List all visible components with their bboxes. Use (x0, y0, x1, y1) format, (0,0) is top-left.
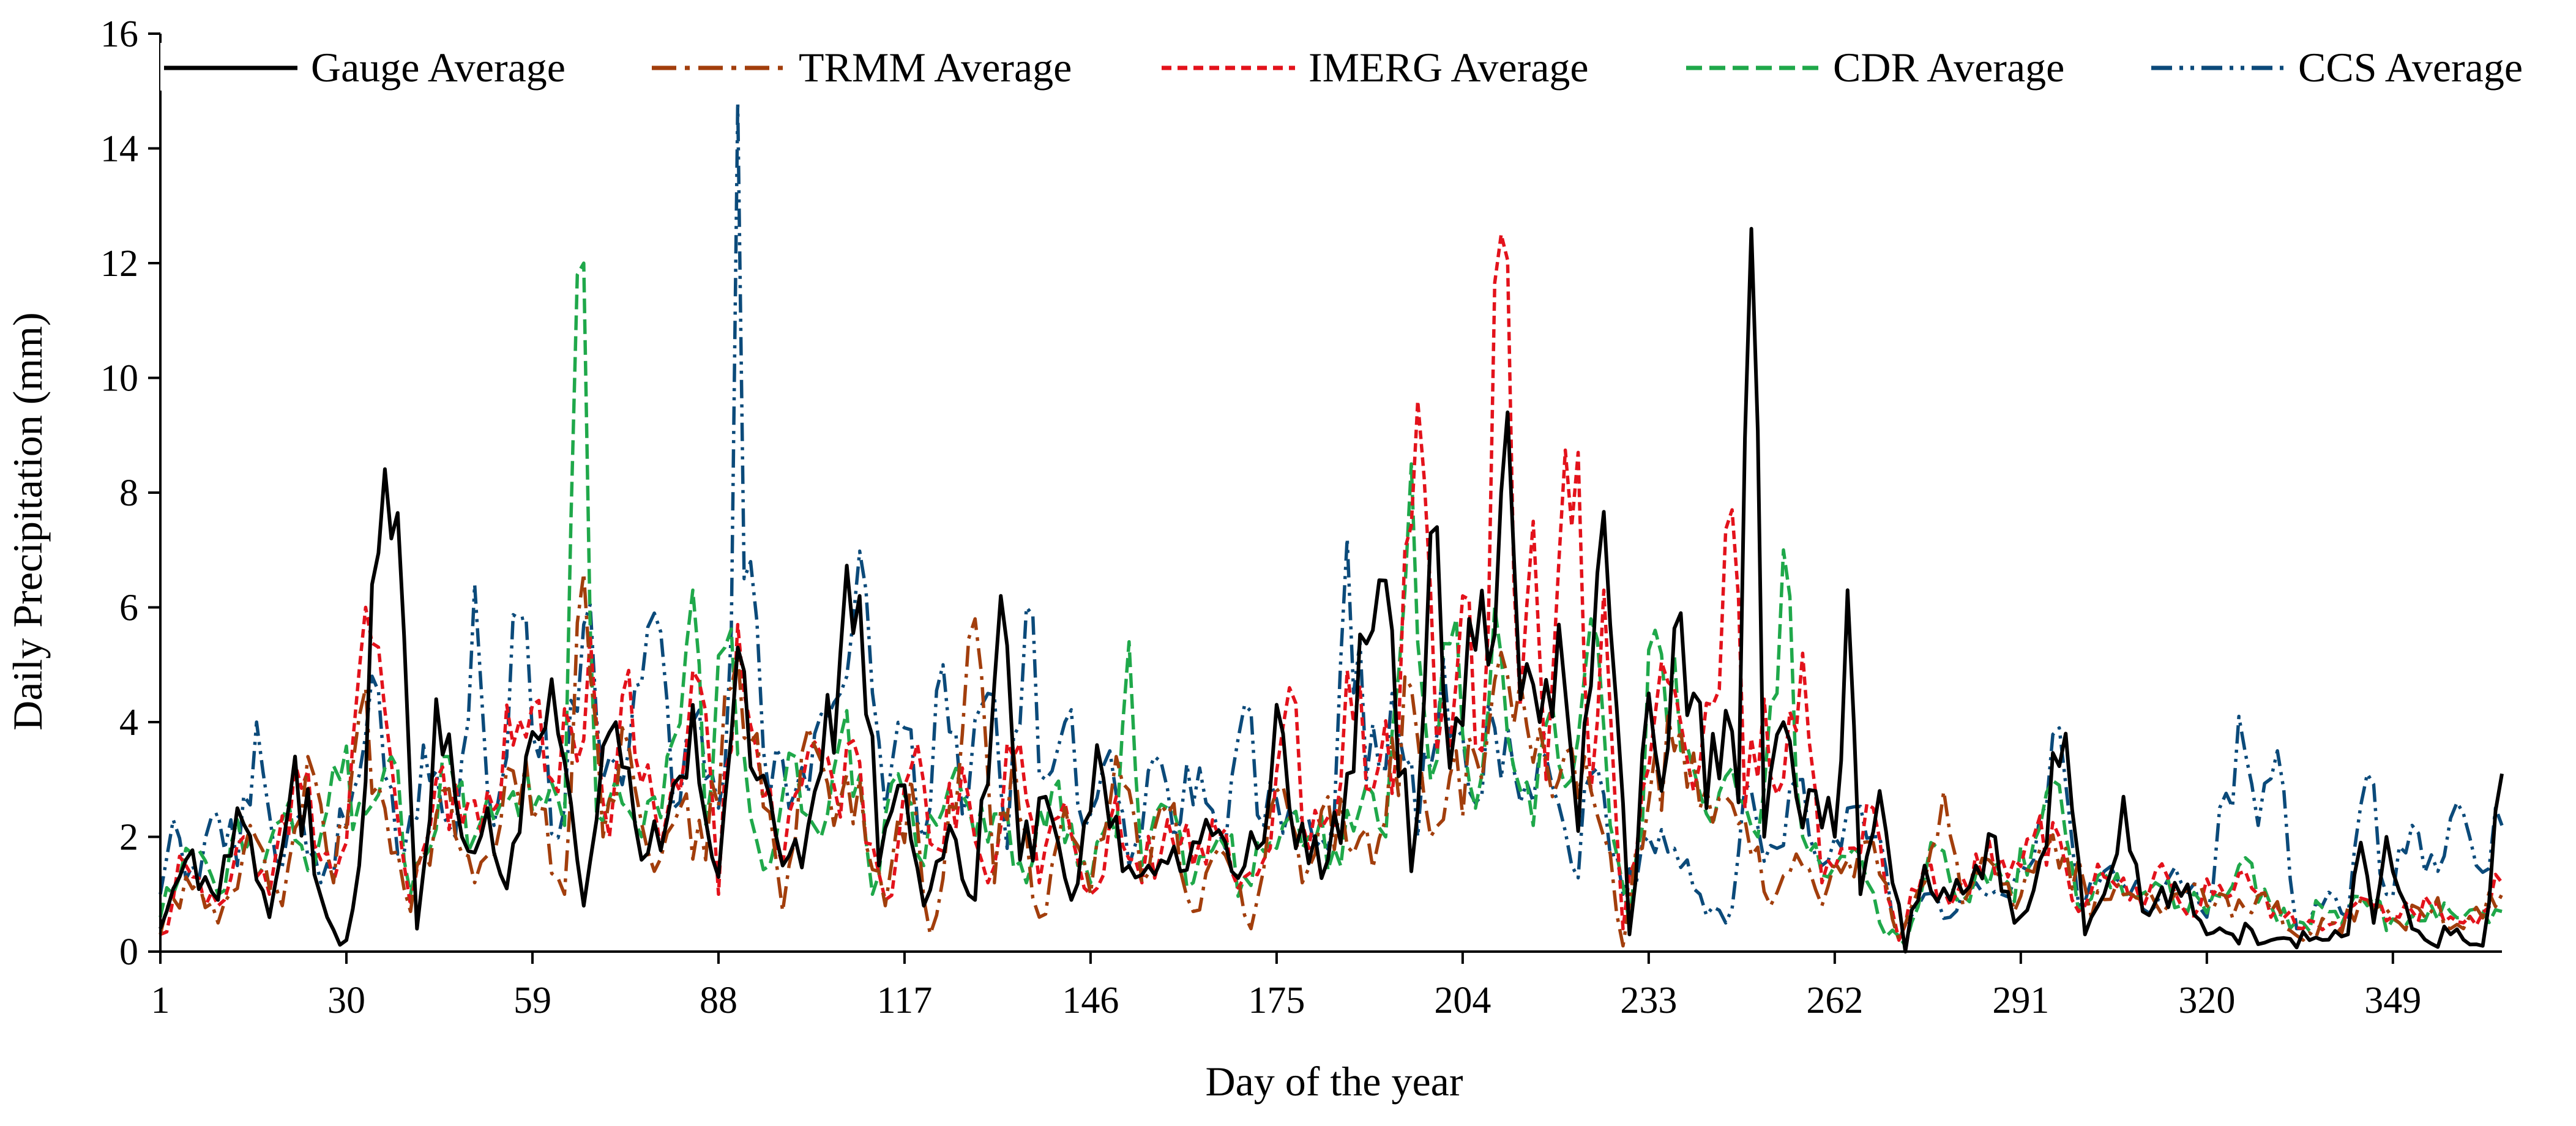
y-axis-title: Daily Precipitation (mm) (4, 312, 51, 731)
y-tick-label: 8 (119, 472, 138, 514)
y-tick-label: 14 (100, 129, 138, 170)
x-tick-label: 59 (513, 980, 551, 1021)
x-tick-label: 320 (2178, 980, 2235, 1021)
x-ticks: 1 30 59 88 117 146 175 204 233 262 291 320 349 (151, 952, 2421, 1021)
x-axis-title: Day of the year (1205, 1058, 1463, 1105)
legend-label-background (2294, 42, 2527, 93)
legend-label-background (307, 42, 569, 93)
series-lines (159, 100, 2504, 953)
x-tick-label: 291 (1992, 980, 2049, 1021)
x-tick-label: 117 (877, 980, 933, 1021)
legend-label-background (1305, 42, 1592, 93)
legend-label: CDR Average (1833, 44, 2064, 91)
y-tick-label: 16 (100, 13, 138, 55)
y-tick-label: 2 (119, 817, 138, 859)
x-tick-label: 30 (327, 980, 365, 1021)
y-tick-label: 6 (119, 587, 138, 629)
legend-swatch-background (1682, 43, 1823, 91)
legend-label: IMERG Average (1309, 44, 1589, 91)
x-tick-label: 349 (2364, 980, 2421, 1021)
y-ticks: 0 2 4 6 8 10 12 14 16 (100, 13, 160, 973)
x-tick-label: 175 (1248, 980, 1305, 1021)
x-tick-label: 1 (151, 980, 170, 1021)
series-line-gauge-average (159, 226, 2504, 953)
x-tick-label: 88 (700, 980, 737, 1021)
legend: Gauge Average TRMM Average IMERG Average CD… (160, 42, 2527, 93)
x-tick-label: 146 (1062, 980, 1119, 1021)
legend-label-background (1829, 42, 2069, 93)
y-tick-label: 4 (119, 702, 138, 744)
x-tick-label: 233 (1620, 980, 1677, 1021)
y-tick-label: 10 (100, 358, 138, 400)
legend-label: Gauge Average (311, 44, 566, 91)
legend-label: CCS Average (2298, 44, 2523, 91)
x-tick-label: 262 (1806, 980, 1863, 1021)
legend-label: TRMM Average (799, 44, 1072, 91)
series-line-cdr-average (159, 261, 2503, 948)
x-tick-label: 204 (1434, 980, 1491, 1021)
y-tick-label: 12 (100, 243, 138, 285)
legend-label-background (795, 42, 1076, 93)
y-tick-label: 0 (119, 931, 138, 973)
